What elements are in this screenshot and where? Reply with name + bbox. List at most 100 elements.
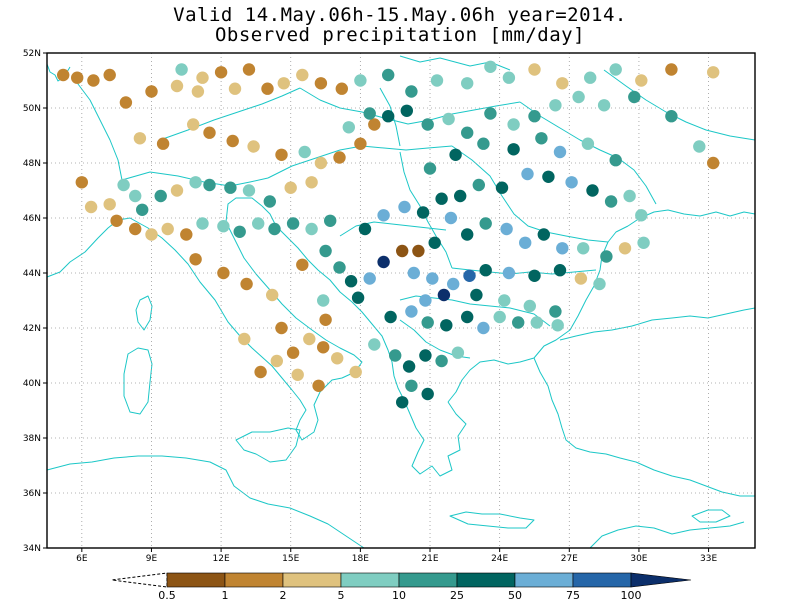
station-dot: [189, 176, 202, 189]
station-dot: [382, 110, 395, 123]
station-dot: [428, 236, 441, 249]
station-dot: [368, 118, 381, 131]
station-dot: [384, 310, 397, 324]
colorbar-segment: [514, 572, 574, 588]
station-dot: [342, 121, 355, 134]
station-dot: [242, 63, 256, 76]
station-dot: [203, 178, 216, 192]
station-dot: [484, 107, 497, 120]
station-dot: [57, 68, 70, 82]
longitude-ticks: 6E 9E 12E 15E 18E 21E 24E 27E 30E 33E: [76, 548, 717, 564]
station-dot: [426, 272, 439, 285]
station-dot: [180, 228, 193, 241]
station-dot: [317, 294, 330, 307]
station-dot: [412, 244, 425, 258]
station-dot: [593, 277, 606, 291]
station-dot: [331, 352, 344, 365]
station-dot: [461, 126, 474, 139]
station-dot: [502, 266, 516, 280]
station-dot: [275, 148, 288, 161]
station-dot: [363, 272, 376, 285]
station-dot: [156, 137, 170, 150]
station-dot: [447, 277, 460, 291]
station-dot: [498, 294, 511, 307]
station-dot: [628, 90, 641, 104]
station-dot: [479, 217, 492, 230]
station-dot: [507, 118, 520, 131]
station-dot: [396, 244, 409, 258]
station-dot: [240, 277, 253, 291]
station-dot: [228, 82, 242, 95]
station-dot: [145, 228, 158, 241]
station-dot: [275, 321, 288, 335]
station-dot: [484, 60, 497, 73]
station-dot: [477, 321, 490, 335]
station-dot: [196, 71, 209, 84]
station-dot: [512, 316, 525, 329]
graticule: [47, 53, 755, 548]
station-dot: [402, 360, 416, 373]
station-dot: [551, 319, 564, 332]
station-dot: [226, 134, 239, 148]
station-dot: [170, 79, 184, 93]
y-tick-label: 50N: [23, 104, 41, 114]
station-dot: [305, 222, 318, 236]
station-dot: [238, 332, 251, 346]
x-tick-label: 27E: [561, 554, 578, 564]
station-dot: [277, 77, 290, 90]
colorbar-label: 5: [338, 589, 345, 600]
station-dot: [175, 63, 188, 76]
station-dot: [635, 74, 648, 87]
station-dot: [191, 85, 205, 98]
station-dot: [463, 269, 476, 282]
station-dot: [493, 310, 506, 324]
colorbar-label: 75: [566, 589, 580, 600]
station-dot: [214, 66, 228, 79]
colorbar-label: 1: [222, 589, 229, 600]
station-dot: [461, 77, 474, 90]
colorbar-segment: [572, 572, 632, 588]
station-dot: [542, 170, 555, 183]
station-dot: [187, 118, 200, 131]
station-dot: [479, 264, 492, 277]
station-dot: [535, 132, 548, 145]
station-dot: [389, 349, 402, 362]
station-dot: [117, 178, 130, 192]
station-dot: [549, 99, 562, 112]
station-dot: [519, 236, 532, 249]
station-dot: [707, 66, 720, 79]
colorbar-segment: [282, 572, 342, 588]
x-tick-label: 15E: [282, 554, 299, 564]
station-dot: [472, 178, 485, 192]
coastlines: [46, 55, 756, 549]
station-dot: [444, 211, 458, 225]
station-dot: [314, 156, 328, 170]
station-dot: [242, 184, 256, 197]
station-dot: [291, 368, 304, 381]
x-tick-label: 18E: [352, 554, 369, 564]
colorbar-label: 10: [392, 589, 406, 600]
y-tick-label: 44N: [23, 269, 41, 279]
x-tick-label: 30E: [630, 554, 647, 564]
station-dot: [421, 316, 434, 329]
station-dot: [296, 68, 309, 82]
station-dot: [161, 222, 174, 236]
station-dot: [368, 338, 381, 351]
station-dot: [110, 214, 123, 227]
station-dot: [419, 349, 432, 362]
station-dot: [419, 294, 432, 307]
colorbar-label: 50: [508, 589, 522, 600]
station-dot: [75, 176, 89, 189]
station-dot: [528, 269, 541, 282]
station-dot: [382, 68, 395, 82]
station-dot: [324, 214, 337, 227]
station-dot: [349, 365, 362, 379]
station-dot: [435, 192, 448, 205]
station-dot: [523, 299, 536, 313]
station-dot: [129, 222, 142, 236]
station-dot: [442, 112, 455, 126]
x-tick-label: 9E: [146, 554, 158, 564]
station-dot: [461, 310, 474, 324]
station-dot: [609, 63, 622, 76]
station-dot: [286, 346, 300, 359]
